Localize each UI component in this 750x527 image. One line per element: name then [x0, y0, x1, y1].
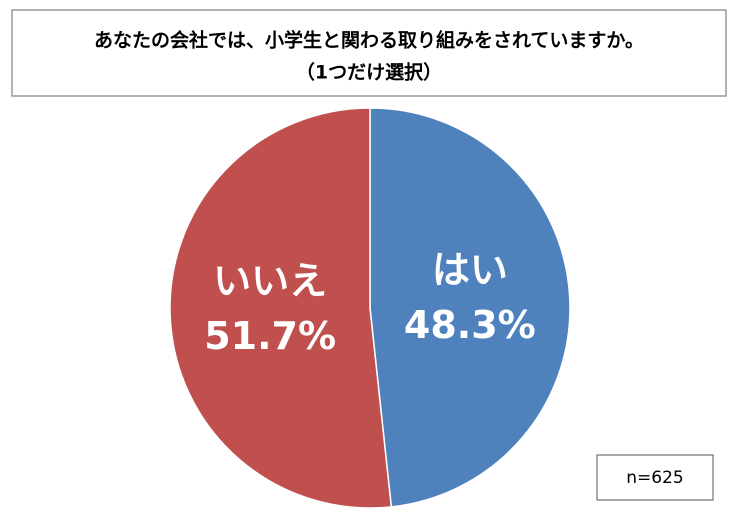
- slice-value-label: 48.3%: [404, 303, 536, 347]
- slice-category-label: はい: [432, 248, 508, 292]
- slice-category-label: いいえ: [213, 259, 327, 303]
- pie-slice: [169, 107, 393, 509]
- annotation: n=625: [626, 468, 683, 488]
- title-box: [11, 9, 727, 97]
- pie-slice: [369, 107, 571, 508]
- pie: はい 48.3% いいえ 51.7%: [169, 107, 571, 509]
- chart-subtitle: （1つだけ選択）: [296, 61, 442, 84]
- slice-value-label: 51.7%: [204, 314, 336, 358]
- chart-title: あなたの会社では、小学生と関わる取り組みをされていますか。: [94, 29, 644, 52]
- annotation-box: [596, 454, 714, 501]
